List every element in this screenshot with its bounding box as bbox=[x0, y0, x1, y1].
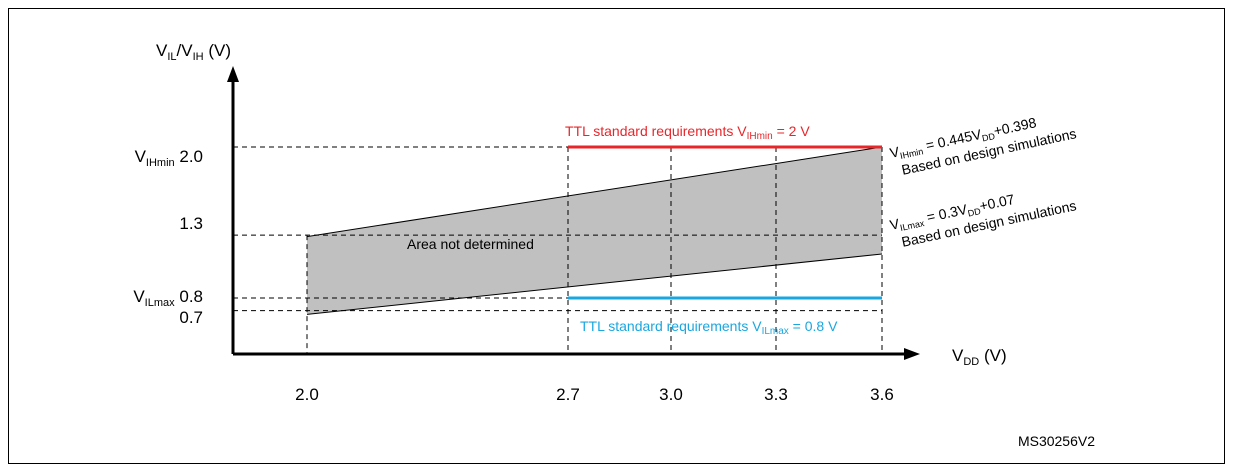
x-tick-2-7: 2.7 bbox=[556, 385, 580, 404]
vihmin-line bbox=[306, 146, 883, 238]
vilmax-line bbox=[306, 253, 883, 315]
area-not-determined bbox=[307, 147, 882, 315]
vihmin-equation: VIHmin = 0.445VDD+0.398 Based on design … bbox=[888, 114, 1077, 178]
x-axis-title: VDD (V) bbox=[952, 346, 1007, 368]
y-tick-0-7: 0.7 bbox=[179, 308, 203, 327]
ttl-high-label: TTL standard requirements VIHmin = 2 V bbox=[565, 123, 810, 142]
y-tick-0-8: VILmax 0.8 bbox=[133, 287, 203, 309]
y-tick-2-0: VIHmin 2.0 bbox=[135, 147, 203, 169]
ttl-low-label: TTL standard requirements VILmax = 0.8 V bbox=[580, 318, 838, 337]
x-tick-2-0: 2.0 bbox=[295, 385, 319, 404]
y-axis-title: VIL/VIH (V) bbox=[156, 41, 231, 63]
x-tick-3-0: 3.0 bbox=[659, 385, 683, 404]
y-tick-1-3: 1.3 bbox=[179, 214, 203, 233]
vilmax-equation: VILmax = 0.3VDD+0.07 Based on design sim… bbox=[888, 191, 1077, 250]
figure-id: MS30256V2 bbox=[1018, 433, 1095, 449]
y-axis-arrow bbox=[227, 66, 239, 82]
x-tick-3-6: 3.6 bbox=[870, 385, 894, 404]
figure-frame bbox=[8, 8, 1225, 464]
x-axis-arrow bbox=[904, 348, 920, 360]
x-tick-3-3: 3.3 bbox=[764, 385, 788, 404]
area-label: Area not determined bbox=[407, 236, 534, 252]
